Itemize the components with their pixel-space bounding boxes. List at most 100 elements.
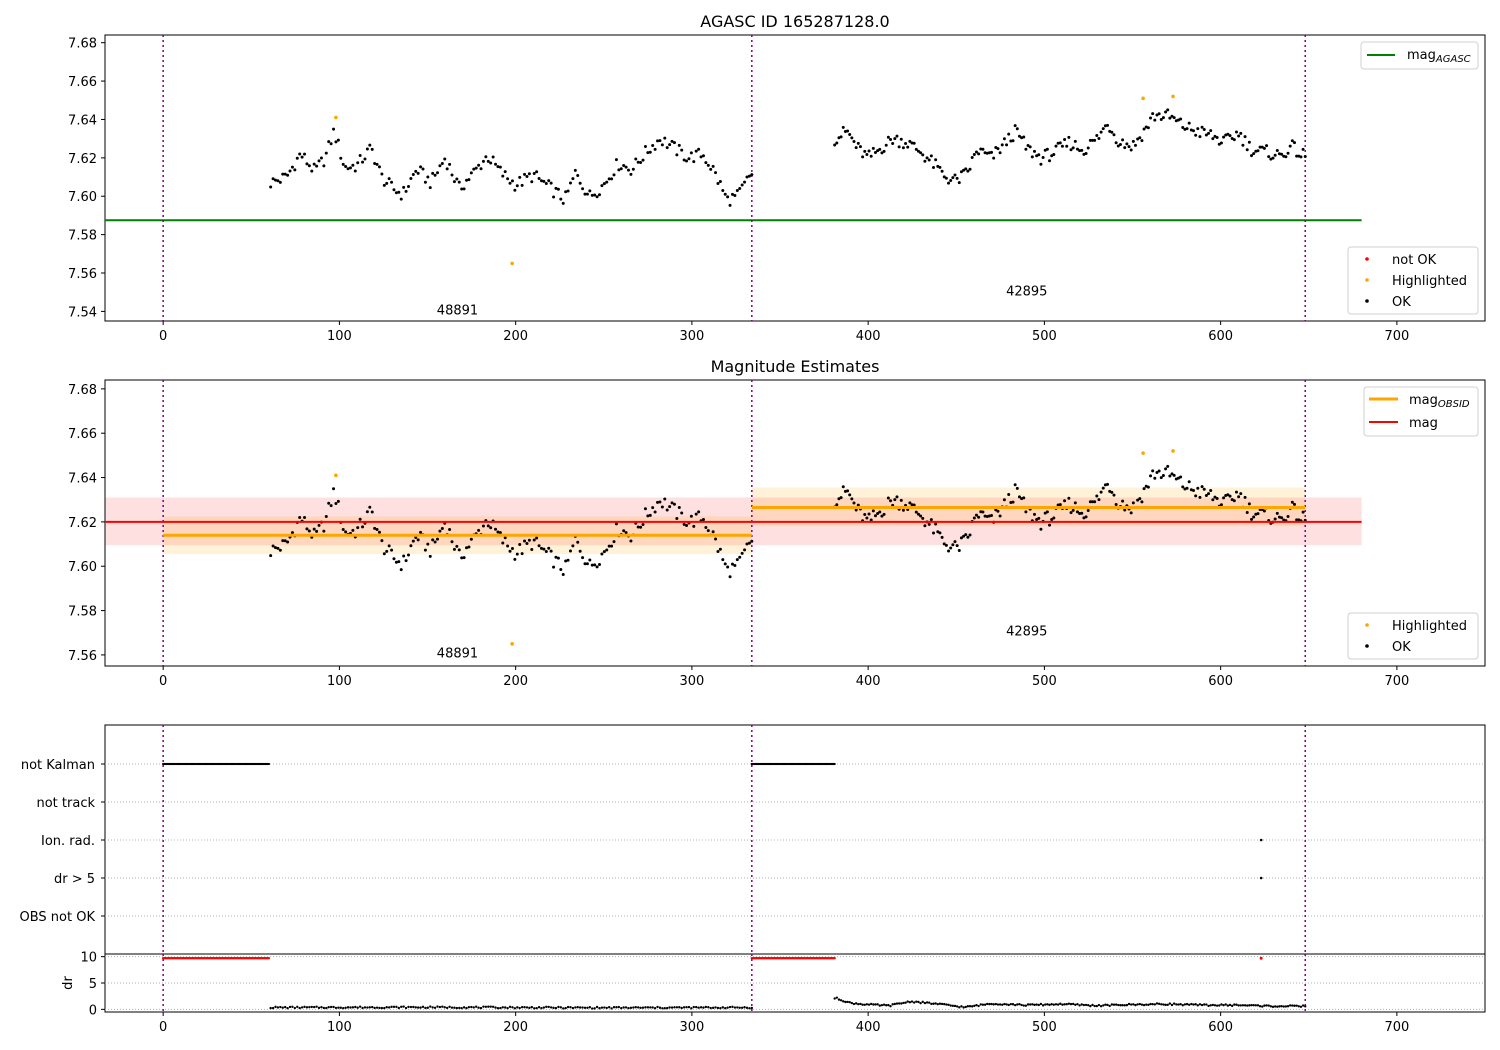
ok-point <box>716 550 720 554</box>
dr-ok-point <box>467 1005 471 1009</box>
ok-point <box>912 141 916 145</box>
dr-ok-point <box>1069 1002 1073 1006</box>
dr-ok-point <box>940 1002 944 1006</box>
dr-ok-point <box>675 1006 679 1009</box>
ok-point <box>1252 152 1256 156</box>
dr-ok-point <box>721 1006 725 1009</box>
ok-point <box>1065 144 1069 148</box>
dr-ok-point <box>1082 1003 1086 1007</box>
ok-point <box>494 162 498 166</box>
ok-point <box>1179 475 1183 479</box>
ok-point <box>740 183 744 187</box>
ok-point <box>595 195 599 199</box>
ok-point <box>685 159 689 163</box>
dr-ok-point <box>636 1006 640 1009</box>
ok-point <box>726 195 730 199</box>
dr-ok-point <box>605 1006 608 1010</box>
ok-point <box>283 172 287 176</box>
ok-point <box>994 508 998 512</box>
ok-point <box>1239 131 1243 135</box>
ok-point <box>1286 151 1290 155</box>
dr-ok-point <box>421 1005 425 1009</box>
dr-ok-point <box>1286 1005 1290 1008</box>
x-tick-label: 700 <box>1384 329 1409 344</box>
dr-ok-point <box>1246 1004 1249 1007</box>
dr-ok-point <box>895 1002 899 1005</box>
dr-ok-point <box>748 1007 751 1010</box>
legend-marker <box>1365 278 1369 282</box>
ok-point <box>668 143 672 147</box>
dr-ok-point <box>863 1003 866 1006</box>
dr-ok-point <box>441 1005 444 1008</box>
dr-ok-point <box>455 1006 459 1010</box>
ok-point <box>566 558 570 562</box>
dr-ok-point <box>1291 1004 1294 1007</box>
dr-ok-point <box>900 1002 903 1005</box>
dr-ok-point <box>1258 1005 1262 1008</box>
dr-ok-point <box>315 1005 318 1008</box>
ok-point <box>394 191 398 195</box>
ok-point <box>848 132 852 136</box>
ok-point <box>1088 500 1092 504</box>
dr-ok-point <box>1097 1003 1101 1007</box>
ok-point <box>269 185 273 189</box>
ok-point <box>745 542 749 546</box>
dr-ok-point <box>1250 1003 1253 1007</box>
ok-point <box>658 139 662 143</box>
ok-point <box>332 487 336 491</box>
dr-ok-point <box>1011 1003 1015 1006</box>
dr-ok-point <box>300 1006 304 1009</box>
ok-point <box>513 188 517 192</box>
ok-point <box>750 173 754 177</box>
ok-point <box>508 549 512 553</box>
x-tick-label: 100 <box>327 329 352 344</box>
ok-point <box>972 152 976 156</box>
legend-bottom <box>1347 612 1479 660</box>
dr-ok-point <box>593 1007 596 1010</box>
ok-point <box>882 512 886 516</box>
dr-ok-point <box>651 1006 654 1009</box>
dr-ok-point <box>1108 1004 1111 1008</box>
dr-ok-point <box>566 1005 570 1009</box>
dr-ok-point <box>966 1005 970 1008</box>
x-tick-label: 300 <box>679 329 704 344</box>
dr-ok-point <box>668 1006 671 1009</box>
ok-point <box>1045 510 1049 514</box>
ok-point <box>1002 498 1006 502</box>
dr-ok-point <box>545 1005 548 1009</box>
ok-point <box>448 528 452 532</box>
ok-point <box>923 159 927 163</box>
ok-point <box>469 537 473 541</box>
dr-ok-point <box>1168 1002 1172 1005</box>
ok-point <box>278 548 282 552</box>
ok-point <box>375 527 379 531</box>
ok-point <box>938 165 942 169</box>
ok-point <box>477 163 481 167</box>
legend-marker <box>1365 644 1369 648</box>
ok-point <box>1067 496 1071 500</box>
ok-point <box>1185 486 1189 490</box>
ok-point <box>895 134 899 138</box>
dr-ok-point <box>992 1003 995 1006</box>
ok-point <box>1295 154 1299 158</box>
ok-point <box>348 166 352 170</box>
dr-ok-point <box>1102 1004 1105 1007</box>
dr-ok-point <box>1104 1003 1107 1006</box>
ok-point <box>537 176 541 180</box>
ok-point <box>682 522 686 526</box>
dr-ok-point <box>438 1005 442 1009</box>
ok-point <box>303 516 307 520</box>
dr-ok-point <box>303 1005 306 1009</box>
ok-point <box>886 496 890 500</box>
dr-not-ok-point <box>833 957 836 960</box>
ok-point <box>938 531 942 535</box>
ok-point <box>835 503 839 507</box>
dr-ok-point <box>745 1006 749 1010</box>
ok-point <box>535 536 539 540</box>
ok-point <box>1048 159 1052 163</box>
ok-point <box>1037 153 1041 157</box>
ok-point <box>426 542 430 546</box>
ok-point <box>1114 502 1118 506</box>
dr-ok-point <box>501 1006 504 1009</box>
dr-ok-point <box>1280 1005 1283 1008</box>
